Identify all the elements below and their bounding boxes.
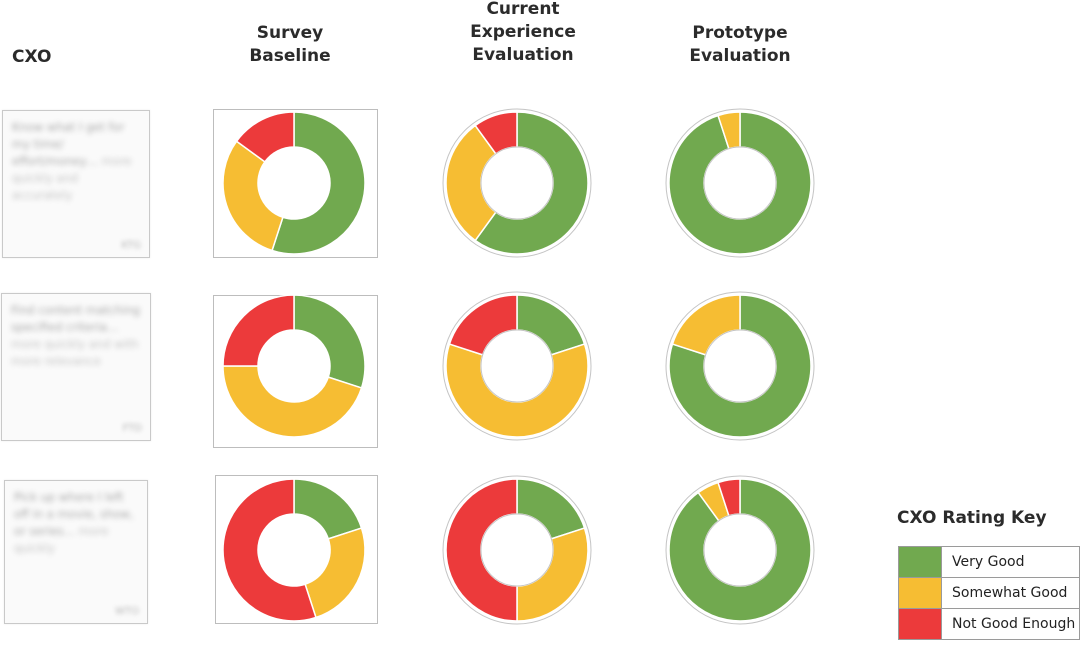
header-baseline-line2: Baseline xyxy=(249,46,331,66)
key-row-very-good: Very Good xyxy=(898,546,1080,578)
key-swatch-not-good-enough xyxy=(898,608,942,640)
cxo-card-1-text: Know what I get for my time/ effort/mone… xyxy=(12,119,140,204)
header-survey-baseline: Survey Baseline xyxy=(230,22,350,68)
donut-hole xyxy=(703,329,777,403)
header-cxo: CXO xyxy=(12,46,51,69)
key-row-not-good-enough: Not Good Enough xyxy=(898,608,1080,640)
donut-outline-ring xyxy=(665,291,815,441)
donut-hole xyxy=(703,513,777,587)
donut-hole xyxy=(258,330,330,402)
header-baseline-line1: Survey xyxy=(256,23,324,43)
cxo-card-1-code: KTG xyxy=(121,240,141,251)
cxo-card-3-quality: more quickly xyxy=(14,524,109,555)
cxo-card-2-code: FTD xyxy=(122,423,142,434)
donut-hole xyxy=(480,513,554,587)
cxo-card-2-text: Find content matching specified criteria… xyxy=(11,302,141,370)
header-cxo-text: CXO xyxy=(12,47,52,67)
donut-outline-ring xyxy=(442,475,592,625)
cxo-card-1-main: Know what I get for my time/ effort/mone… xyxy=(12,120,125,168)
donut-outline-ring xyxy=(665,475,815,625)
cxo-card-1: Know what I get for my time/ effort/mone… xyxy=(2,110,150,258)
donut-hole xyxy=(258,147,330,219)
key-label-somewhat-good: Somewhat Good xyxy=(941,577,1080,609)
key-label-not-good-enough: Not Good Enough xyxy=(941,608,1080,640)
header-prototype: Prototype Evaluation xyxy=(670,22,810,68)
key-swatch-somewhat-good xyxy=(898,577,942,609)
header-current-experience: Current Experience Evaluation xyxy=(453,0,593,67)
key-row-somewhat-good: Somewhat Good xyxy=(898,577,1080,609)
header-prototype-line2: Evaluation xyxy=(689,46,791,66)
cxo-card-2: Find content matching specified criteria… xyxy=(1,293,151,441)
cxo-card-3-code: WTO xyxy=(115,606,139,617)
donut-outline-ring xyxy=(442,108,592,258)
donut-hole xyxy=(480,146,554,220)
cxo-card-3: Pick up where I left off in a movie, sho… xyxy=(4,480,148,624)
header-prototype-line1: Prototype xyxy=(692,23,788,43)
donut-hole xyxy=(258,514,330,586)
header-current-line2: Experience xyxy=(470,22,576,42)
cxo-card-1-quality: more quickly and accurately xyxy=(12,154,132,202)
header-current-line3: Evaluation xyxy=(472,45,574,65)
header-current-line1: Current xyxy=(486,0,560,19)
donut-outline-ring xyxy=(442,291,592,441)
donut-outline-ring xyxy=(665,108,815,258)
donut-hole xyxy=(480,329,554,403)
cxo-card-3-text: Pick up where I left off in a movie, sho… xyxy=(14,489,138,557)
cxo-card-3-main: Pick up where I left off in a movie, sho… xyxy=(14,490,134,538)
cxo-card-2-main: Find content matching specified criteria… xyxy=(11,303,141,334)
key-title: CXO Rating Key xyxy=(897,508,1047,528)
key-swatch-very-good xyxy=(898,546,942,578)
donut-hole xyxy=(703,146,777,220)
cxo-card-2-quality: more quickly and with more relevance xyxy=(11,337,139,368)
key-label-very-good: Very Good xyxy=(941,546,1080,578)
rating-key-table: Very Good Somewhat Good Not Good Enough xyxy=(898,546,1080,640)
